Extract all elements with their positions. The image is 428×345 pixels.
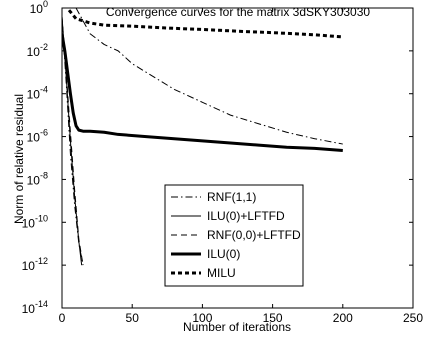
y-tick-exponent: -8 <box>40 170 48 180</box>
legend-label: ILU(0)+LFTFD <box>207 209 285 223</box>
y-tick-base: 10 <box>27 88 41 102</box>
x-tick-label: 50 <box>126 311 140 325</box>
legend-label: MILU <box>207 266 236 280</box>
y-tick-base: 10 <box>22 216 36 230</box>
y-tick-label: 10-14 <box>22 299 48 316</box>
x-tick-label: 150 <box>263 311 283 325</box>
y-tick-base: 10 <box>22 259 36 273</box>
series-layer <box>62 8 343 266</box>
y-tick-label: 10-8 <box>27 170 48 187</box>
series-line-3 <box>62 33 343 152</box>
series-line-2 <box>62 16 84 266</box>
x-tick-label: 0 <box>59 311 66 325</box>
y-tick-base: 10 <box>27 131 41 145</box>
y-tick-label: 10-12 <box>22 256 48 273</box>
y-tick-base: 10 <box>27 45 41 59</box>
y-tick-exponent: -4 <box>40 85 48 95</box>
y-tick-base: 10 <box>22 302 36 316</box>
legend-box <box>164 184 304 287</box>
x-tick-label: 250 <box>403 311 423 325</box>
y-tick-label: 100 <box>30 0 48 16</box>
y-tick-base: 10 <box>30 2 44 16</box>
y-tick-label: 10-10 <box>22 213 48 230</box>
legend: RNF(1,1) ILU(0)+LFTFD RNF(0,0)+LFTFD ILU(0)… <box>164 184 304 287</box>
y-tick-exponent: -2 <box>40 42 48 52</box>
series-line-5 <box>75 8 343 145</box>
legend-label: RNF(1,1) <box>207 190 256 204</box>
y-tick-exponent: 0 <box>43 0 48 9</box>
x-tick-label: 100 <box>192 311 212 325</box>
y-tick-exponent: -14 <box>35 299 48 309</box>
y-tick-exponent: -6 <box>40 128 48 138</box>
chart-title: Convergence curves for the matrix 3dSKY3… <box>106 5 370 19</box>
y-tick-label: 10-2 <box>27 42 48 59</box>
y-tick-base: 10 <box>27 173 41 187</box>
y-tick-exponent: -10 <box>35 213 48 223</box>
x-tick-label: 200 <box>333 311 353 325</box>
y-tick-label: 10-6 <box>27 128 48 145</box>
x-axis-ticks: 0 50 100 150 200 250 <box>59 8 423 325</box>
plot-border <box>61 7 414 309</box>
y-axis-label: Norm of relative residual <box>12 94 26 224</box>
plot-frame <box>61 7 414 309</box>
y-tick-exponent: -12 <box>35 256 48 266</box>
y-tick-label: 10-4 <box>27 85 48 102</box>
x-axis-label: Number of iterations <box>183 320 291 334</box>
legend-label: RNF(0,0)+LFTFD <box>207 228 301 242</box>
legend-label: ILU(0) <box>207 247 240 261</box>
